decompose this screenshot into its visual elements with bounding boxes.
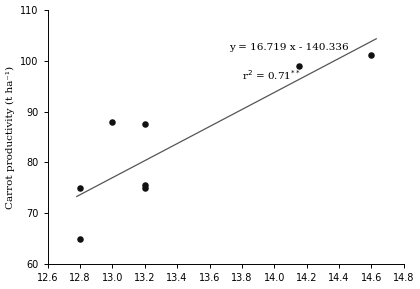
Point [142,186,148,190]
Point [142,183,148,188]
Text: r$^{2}$ = 0.71$^{**}$: r$^{2}$ = 0.71$^{**}$ [242,68,301,82]
Point [77,186,84,190]
Y-axis label: Carrot productivity (t ha⁻¹): Carrot productivity (t ha⁻¹) [5,65,15,209]
Point [109,119,116,124]
Point [77,237,84,241]
Point [295,63,302,68]
Point [368,53,375,58]
Point [142,122,148,127]
Text: y = 16.719 x - 140.336: y = 16.719 x - 140.336 [229,43,349,52]
